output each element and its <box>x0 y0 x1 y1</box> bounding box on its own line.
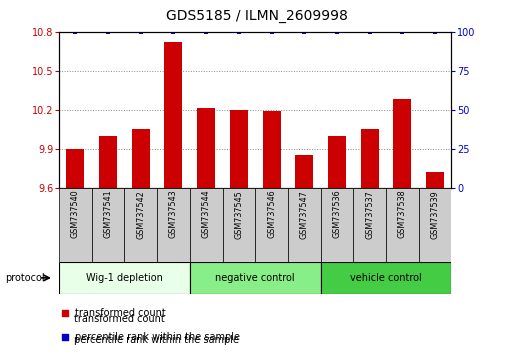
Text: negative control: negative control <box>215 273 295 283</box>
Bar <box>386 188 419 262</box>
Bar <box>59 262 190 294</box>
Bar <box>157 188 190 262</box>
Bar <box>353 188 386 262</box>
Point <box>61 310 69 316</box>
Bar <box>92 188 125 262</box>
Text: Wig-1 depletion: Wig-1 depletion <box>86 273 163 283</box>
Point <box>235 29 243 35</box>
Bar <box>263 111 281 188</box>
Text: percentile rank within the sample: percentile rank within the sample <box>74 335 240 345</box>
Bar <box>66 149 84 188</box>
Bar <box>132 129 150 188</box>
Bar <box>165 42 183 188</box>
Point <box>300 29 308 35</box>
Point <box>71 29 80 35</box>
Point <box>104 29 112 35</box>
Bar <box>426 172 444 188</box>
Bar <box>321 188 353 262</box>
Bar <box>419 188 451 262</box>
Text: vehicle control: vehicle control <box>350 273 422 283</box>
Bar <box>321 262 451 294</box>
Bar <box>288 188 321 262</box>
Point <box>169 29 177 35</box>
Bar <box>99 136 117 188</box>
Bar <box>190 188 223 262</box>
Bar <box>190 262 321 294</box>
Text: GSM737547: GSM737547 <box>300 190 309 239</box>
Text: GSM737546: GSM737546 <box>267 190 276 239</box>
Text: GSM737540: GSM737540 <box>71 190 80 239</box>
Text: GSM737537: GSM737537 <box>365 190 374 239</box>
Text: GSM737536: GSM737536 <box>332 190 342 239</box>
Text: GSM737544: GSM737544 <box>202 190 211 239</box>
Bar <box>230 110 248 188</box>
Text: protocol: protocol <box>5 273 45 283</box>
Bar <box>393 99 411 188</box>
Text: transformed count: transformed count <box>74 314 165 324</box>
Bar <box>328 136 346 188</box>
Point <box>398 29 406 35</box>
Bar <box>361 129 379 188</box>
Bar <box>124 188 157 262</box>
Text: GSM737539: GSM737539 <box>430 190 440 239</box>
Bar <box>197 108 215 188</box>
Point <box>333 29 341 35</box>
Text: percentile rank within the sample: percentile rank within the sample <box>75 332 240 342</box>
Point <box>267 29 275 35</box>
Text: GSM737542: GSM737542 <box>136 190 145 239</box>
Point <box>61 334 69 339</box>
Bar <box>223 188 255 262</box>
Text: GSM737541: GSM737541 <box>104 190 112 239</box>
Point <box>136 29 145 35</box>
Text: GSM737545: GSM737545 <box>234 190 243 239</box>
Point <box>202 29 210 35</box>
Bar <box>295 155 313 188</box>
Text: GDS5185 / ILMN_2609998: GDS5185 / ILMN_2609998 <box>166 9 347 23</box>
Point <box>366 29 374 35</box>
Text: GSM737543: GSM737543 <box>169 190 178 239</box>
Bar <box>59 188 92 262</box>
Text: GSM737538: GSM737538 <box>398 190 407 239</box>
Point <box>431 29 439 35</box>
Bar <box>255 188 288 262</box>
Text: transformed count: transformed count <box>75 308 166 318</box>
